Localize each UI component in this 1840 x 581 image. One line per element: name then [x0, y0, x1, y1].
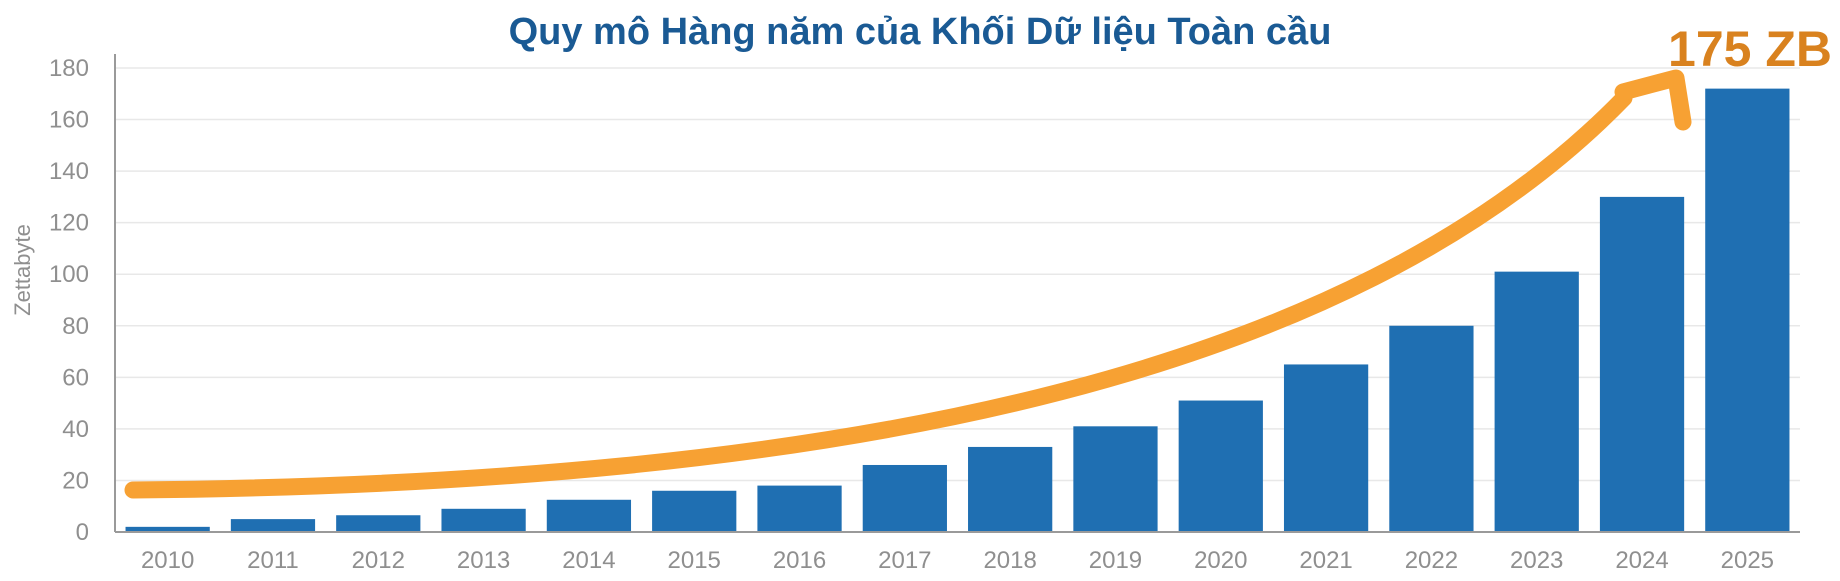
- y-tick-label: 120: [49, 210, 89, 237]
- x-tick-label: 2019: [1089, 547, 1142, 574]
- bar-2024: [1599, 196, 1685, 532]
- x-tick-label: 2025: [1721, 547, 1774, 574]
- bar-2023: [1494, 271, 1579, 532]
- y-axis-label: Zettabyte: [10, 224, 35, 316]
- bar-2015: [652, 490, 737, 532]
- y-tick-label: 160: [49, 107, 89, 134]
- bar-2012: [336, 515, 421, 532]
- x-tick-label: 2022: [1405, 547, 1458, 574]
- x-tick-label: 2016: [773, 547, 826, 574]
- y-tick-label: 0: [76, 519, 89, 546]
- bar-2010: [125, 526, 210, 532]
- bar-2016: [757, 485, 842, 532]
- y-tick-label: 40: [62, 416, 89, 443]
- bar-2021: [1283, 364, 1369, 532]
- bar-2020: [1178, 400, 1263, 532]
- y-tick-label: 80: [62, 313, 89, 340]
- x-tick-label: 2015: [668, 547, 721, 574]
- bar-2013: [441, 508, 526, 532]
- bar-2018: [968, 446, 1053, 532]
- bar-2011: [230, 519, 316, 532]
- trend-arrow-curve: [124, 89, 1633, 499]
- x-tick-label: 2012: [352, 547, 405, 574]
- x-tick-label: 2011: [247, 547, 299, 574]
- x-tick-label: 2020: [1194, 547, 1247, 574]
- x-tick-label: 2014: [562, 547, 615, 574]
- trend-arrow: [124, 69, 1692, 499]
- y-tick-label: 60: [62, 364, 89, 391]
- trend-arrow-head: [1614, 69, 1692, 131]
- x-tick-label: 2023: [1510, 547, 1563, 574]
- x-tick-label: 2017: [878, 547, 931, 574]
- x-tick-label: 2024: [1615, 547, 1668, 574]
- bar-2019: [1073, 426, 1158, 532]
- y-tick-label: 100: [49, 261, 89, 288]
- y-tick-labels: 0 20 40 60 80 100 120 140 160 180: [49, 55, 89, 546]
- y-tick-label: 180: [49, 55, 89, 82]
- x-tick-label: 2013: [457, 547, 510, 574]
- x-tick-labels: 2010 2011 2012 2013 2014 2015 2016 2017 2018 2019…: [141, 547, 1774, 574]
- x-tick-label: 2010: [141, 547, 194, 574]
- bar-2014: [546, 499, 632, 532]
- axes: [114, 54, 1800, 533]
- bar-2017: [862, 464, 947, 532]
- y-tick-label: 140: [49, 158, 89, 185]
- chart-title: Quy mô Hàng năm của Khối Dữ liệu Toàn cầ…: [509, 11, 1332, 53]
- x-tick-label: 2021: [1299, 547, 1352, 574]
- y-tick-label: 20: [62, 467, 89, 494]
- annotation-label: 175 ZB: [1668, 21, 1832, 77]
- bar-2022: [1389, 325, 1474, 532]
- bar-2025: [1705, 88, 1790, 532]
- x-tick-label: 2018: [983, 547, 1036, 574]
- bars-group: [125, 88, 1790, 532]
- grid-lines: [115, 67, 1800, 482]
